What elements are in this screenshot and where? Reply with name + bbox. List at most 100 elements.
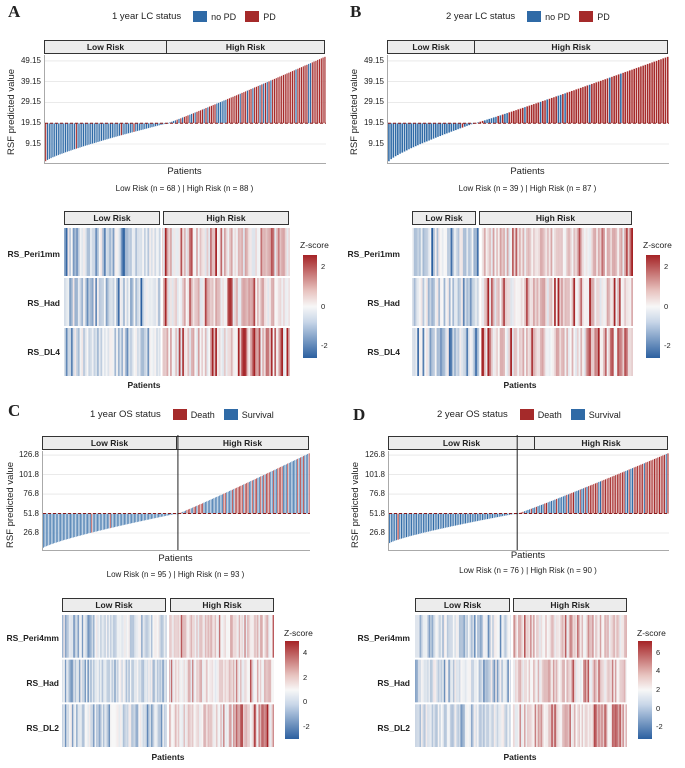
- heatmap-cell: [471, 328, 474, 376]
- heatmap-cell: [116, 328, 119, 376]
- heatmap-cell: [255, 328, 258, 376]
- heatmap-cell: [516, 615, 519, 658]
- bar: [442, 513, 445, 529]
- heatmap-cell: [232, 228, 235, 276]
- heatmap-cell: [272, 704, 274, 747]
- heatmap-cell: [151, 704, 153, 747]
- bar: [566, 92, 569, 124]
- bar: [118, 513, 120, 527]
- heatmap-cell: [554, 278, 557, 326]
- heatmap-cell: [424, 615, 426, 658]
- heatmap-cell: [161, 278, 164, 326]
- zscore-tick: 0: [321, 301, 326, 311]
- heatmap-cell: [159, 704, 162, 747]
- heatmap-cell: [578, 704, 581, 747]
- heatmap-cell: [152, 278, 155, 326]
- bar: [54, 513, 56, 544]
- heatmap-cell: [486, 704, 488, 747]
- heatmap-cell: [165, 659, 167, 703]
- heatmap-cell: [417, 328, 420, 376]
- heatmap-cell: [183, 328, 186, 376]
- heatmap-cell: [580, 615, 582, 658]
- heatmap-cell: [180, 228, 183, 276]
- heatmap-strip-low: Low Risk: [64, 211, 160, 225]
- heatmap-cell: [415, 328, 418, 376]
- bar: [68, 513, 70, 539]
- bar: [417, 513, 420, 535]
- heatmap-cell: [135, 228, 138, 276]
- bar: [575, 89, 578, 124]
- bar: [57, 123, 60, 156]
- heatmap-cell: [94, 615, 97, 658]
- bar: [292, 460, 295, 514]
- bar: [193, 506, 195, 514]
- bar: [221, 101, 224, 124]
- heatmap-cell: [179, 704, 182, 747]
- heatmap-cell: [77, 278, 80, 326]
- heatmap-cell: [462, 328, 465, 376]
- heatmap-cell: [461, 328, 464, 376]
- heatmap-cell: [194, 659, 197, 703]
- heatmap-cell: [229, 328, 232, 376]
- heatmap-cell: [503, 228, 506, 276]
- heatmap-cell: [445, 659, 448, 703]
- y-tick-label: 29.15: [363, 97, 384, 107]
- bar: [486, 513, 489, 520]
- heatmap-cell: [263, 228, 266, 276]
- heatmap-cell: [537, 659, 540, 703]
- heatmap-cell: [542, 704, 545, 747]
- heatmap-cell: [71, 615, 74, 658]
- heatmap-cell: [204, 704, 207, 747]
- heatmap-cell: [517, 659, 520, 703]
- heatmap-cell: [534, 278, 537, 326]
- heatmap-cell: [592, 704, 594, 747]
- bar: [590, 83, 593, 124]
- heatmap-cell: [561, 704, 564, 747]
- heatmap-cell: [164, 228, 167, 276]
- heatmap-cell: [76, 704, 78, 747]
- heatmap-cell: [438, 328, 441, 376]
- heatmap-cell: [604, 278, 607, 326]
- heatmap-cell: [235, 659, 238, 703]
- heatmap-cell: [469, 615, 472, 658]
- heatmap-cell: [241, 328, 244, 376]
- heatmap-cell: [483, 615, 485, 658]
- heatmap-cell: [251, 328, 254, 376]
- bar-plot-area: [44, 55, 326, 164]
- bar: [598, 481, 600, 514]
- heatmap-cell: [585, 278, 588, 326]
- bar: [88, 513, 90, 534]
- heatmap-cell: [623, 615, 626, 658]
- heatmap-cell: [614, 704, 617, 747]
- heatmap-cell: [596, 328, 599, 376]
- heatmap-cell: [138, 615, 141, 658]
- bar: [52, 513, 55, 544]
- heatmap-cell: [251, 228, 254, 276]
- bar: [71, 123, 74, 151]
- heatmap-cell: [446, 704, 449, 747]
- heatmap-cell: [525, 615, 528, 658]
- heatmap-cell: [445, 228, 448, 276]
- heatmap-cell: [525, 704, 528, 747]
- bar: [97, 123, 99, 143]
- heatmap-cell: [501, 278, 504, 326]
- heatmap-cell: [443, 659, 446, 703]
- heatmap-cell: [77, 228, 80, 276]
- heatmap-cell: [114, 328, 117, 376]
- heatmap-cell: [418, 704, 420, 747]
- heatmap-cell: [218, 278, 221, 326]
- bar: [452, 123, 455, 132]
- bar: [268, 472, 270, 514]
- heatmap-cell: [547, 328, 550, 376]
- heatmap-cell: [129, 659, 132, 703]
- heatmap-cell: [474, 615, 476, 658]
- heatmap-cell: [107, 328, 110, 376]
- bar: [96, 513, 99, 532]
- heatmap-cell: [255, 228, 258, 276]
- heatmap-cell: [492, 278, 495, 326]
- bar: [151, 123, 153, 128]
- heatmap-cell: [564, 659, 567, 703]
- bar: [98, 513, 100, 532]
- bar: [48, 123, 51, 160]
- heatmap-cell: [449, 659, 452, 703]
